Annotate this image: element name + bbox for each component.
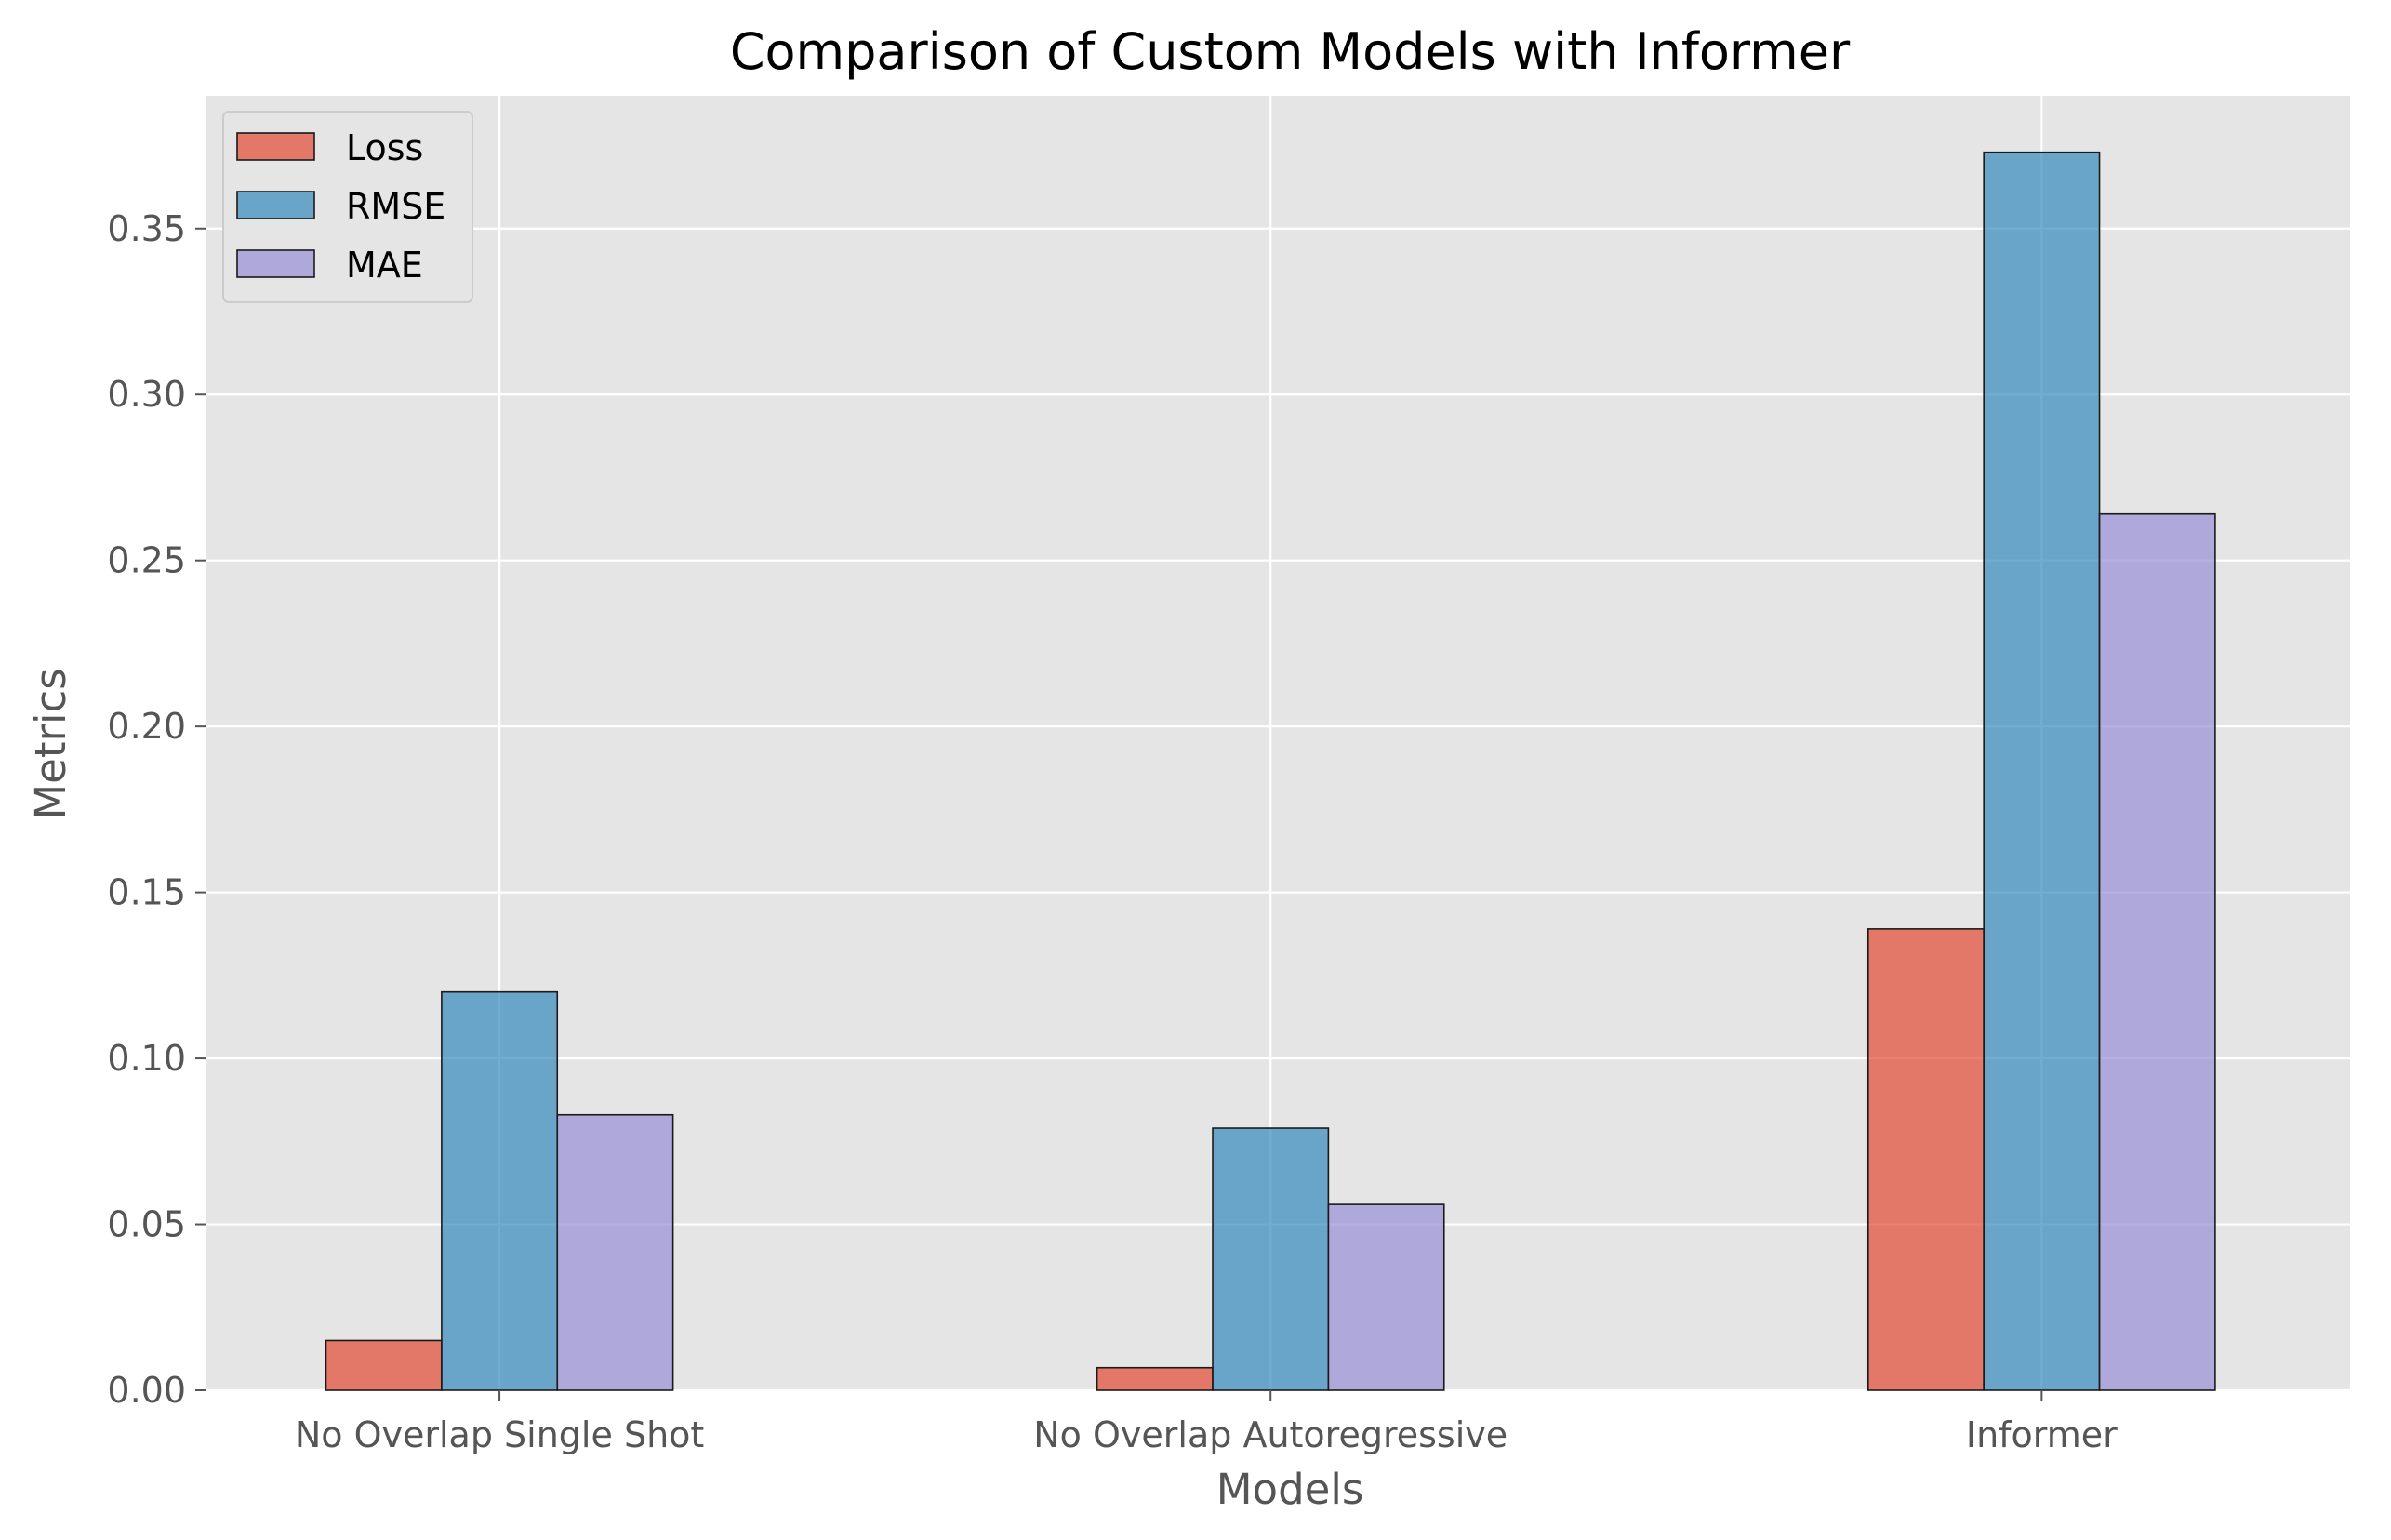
y-tick-label: 0.00	[107, 1370, 186, 1411]
x-tick-label: Informer	[1966, 1414, 2118, 1455]
bar-loss-2	[1866, 928, 1985, 1391]
legend-label-loss: Loss	[346, 127, 423, 168]
y-tick-label: 0.20	[107, 706, 186, 747]
legend: Loss RMSE MAE	[222, 111, 473, 303]
y-tick-label: 0.05	[107, 1204, 186, 1245]
legend-label-mae: MAE	[346, 245, 423, 285]
legend-swatch-mae	[236, 249, 315, 278]
bar-rmse-0	[441, 990, 559, 1391]
bar-rmse-2	[1983, 151, 2101, 1391]
x-axis-ticks: No Overlap Single Shot No Overlap Autoreg…	[295, 1390, 2118, 1455]
x-tick-label: No Overlap Autoregressive	[1033, 1414, 1508, 1455]
chart-title: Comparison of Custom Models with Informe…	[730, 22, 1851, 81]
y-axis-label: Metrics	[26, 668, 75, 819]
y-axis-ticks: 0.00 0.05 0.10 0.15 0.20 0.25 0.30 0.35	[107, 208, 206, 1411]
bar-rmse-1	[1212, 1127, 1330, 1391]
x-axis-label: Models	[1216, 1465, 1364, 1514]
bars	[325, 151, 2216, 1391]
y-tick-label: 0.25	[107, 540, 186, 581]
bar-mae-0	[556, 1113, 674, 1391]
y-tick-label: 0.10	[107, 1038, 186, 1079]
y-tick-label: 0.35	[107, 208, 186, 249]
bar-mae-1	[1327, 1203, 1445, 1391]
y-tick-label: 0.30	[107, 374, 186, 415]
bar-loss-0	[325, 1339, 443, 1391]
bar-mae-2	[2098, 512, 2216, 1391]
legend-swatch-rmse	[236, 191, 315, 219]
legend-label-rmse: RMSE	[346, 186, 445, 227]
y-tick-label: 0.15	[107, 872, 186, 913]
legend-items: Loss RMSE MAE	[236, 127, 445, 285]
x-tick-label: No Overlap Single Shot	[295, 1414, 704, 1455]
bar-loss-1	[1096, 1366, 1214, 1391]
legend-swatch-loss	[236, 132, 315, 161]
